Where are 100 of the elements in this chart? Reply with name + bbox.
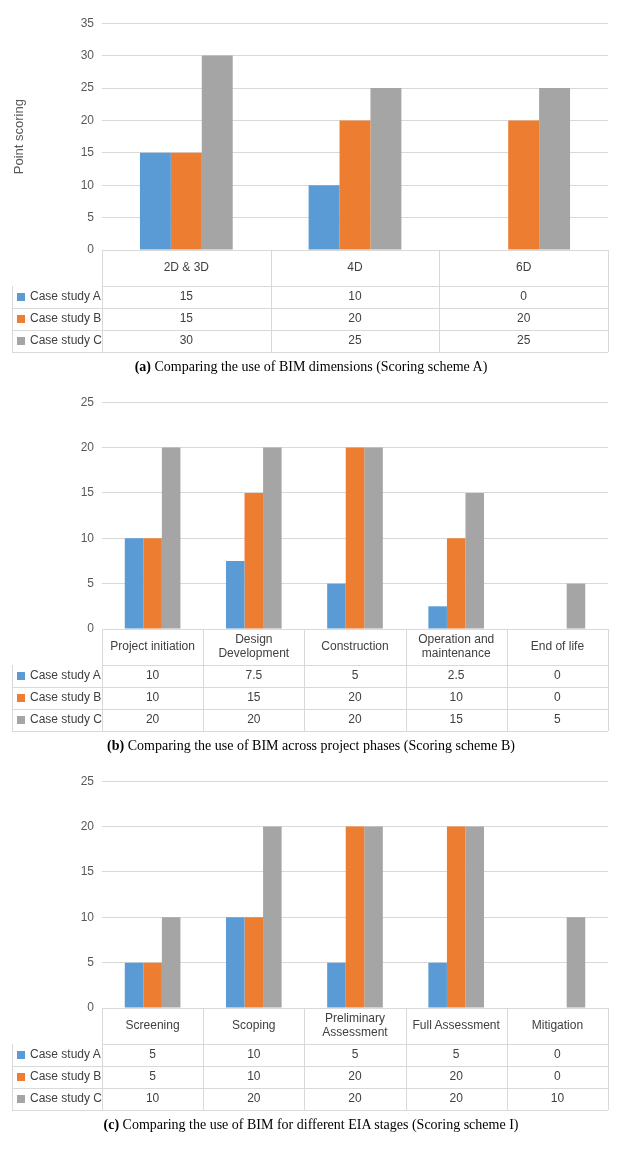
y-tick-label: 15: [80, 864, 95, 879]
x-tick-label: Project initiation: [110, 639, 195, 654]
y-tick-label: 20: [80, 112, 95, 127]
data-label: 2.5: [447, 668, 465, 683]
y-tick-label: 10: [80, 909, 95, 924]
bar: [364, 826, 383, 1008]
bar: [446, 538, 466, 629]
bar: [143, 962, 162, 1008]
y-axis-title: Point scoring: [11, 99, 27, 175]
data-label: 15: [179, 289, 194, 304]
x-tick-label: 2D & 3D: [163, 260, 210, 275]
data-label: 10: [247, 1047, 261, 1062]
y-tick-label: 0: [87, 242, 95, 257]
x-tick-label: Operation and maintenance: [418, 632, 495, 661]
data-label: 0: [554, 1047, 562, 1062]
data-label: 20: [348, 690, 362, 705]
data-label: 5: [554, 712, 562, 727]
data-label: 10: [348, 289, 362, 304]
data-label: 20: [145, 712, 160, 727]
x-tick-label: Design Development: [218, 632, 290, 661]
bar: [161, 917, 181, 1008]
bar: [263, 826, 282, 1008]
data-label: 10: [145, 690, 160, 705]
bar: [428, 606, 447, 629]
data-label: 5: [149, 1047, 157, 1062]
data-label: 5: [149, 1069, 157, 1084]
y-tick-label: 0: [87, 1000, 95, 1015]
bar: [143, 538, 162, 629]
data-label: 5: [351, 668, 359, 683]
bar: [161, 447, 181, 629]
data-label: 20: [348, 1069, 362, 1084]
x-tick-label: Construction: [321, 639, 389, 654]
data-label: 20: [247, 712, 261, 727]
y-tick-label: 30: [80, 47, 95, 62]
y-tick-label: 10: [80, 177, 95, 192]
bar: [139, 152, 171, 250]
y-tick-label: 25: [80, 394, 95, 409]
bar: [225, 560, 245, 629]
y-tick-label: 15: [80, 485, 95, 500]
data-label: 15: [449, 712, 464, 727]
bar: [465, 826, 485, 1008]
y-tick-label: 5: [87, 954, 95, 969]
bar: [244, 917, 264, 1008]
bar: [428, 962, 447, 1008]
data-label: 5: [351, 1047, 359, 1062]
legend-label: Case study A: [30, 289, 101, 304]
x-tick-label: Full Assessment: [412, 1018, 501, 1033]
bar: [339, 120, 371, 250]
data-label: 20: [348, 712, 362, 727]
x-tick-label: Scoping: [232, 1018, 276, 1033]
legend-label: Case study A: [30, 668, 101, 683]
legend-label: Case study C: [30, 712, 103, 727]
data-label: 0: [554, 690, 562, 705]
data-label: 25: [348, 333, 362, 348]
bar: [446, 826, 466, 1008]
legend-label: Case study A: [30, 1047, 101, 1062]
bar: [327, 962, 346, 1008]
bar: [508, 120, 540, 250]
text: (b) Comparing the use of BIM across project phases (Scoring scheme B): [107, 738, 515, 753]
data-label: 20: [516, 311, 531, 326]
y-tick-label: 35: [80, 15, 95, 30]
y-tick-label: 20: [80, 439, 95, 454]
data-label: 0: [554, 668, 562, 683]
bar: [364, 447, 383, 629]
bar: [327, 583, 346, 629]
x-tick-label: 6D: [515, 260, 532, 275]
legend-label: Case study B: [30, 690, 102, 705]
data-label: 30: [179, 333, 194, 348]
bar: [263, 447, 282, 629]
x-tick-label: Preliminary Assessment: [322, 1011, 389, 1040]
legend-label: Case study C: [30, 1091, 103, 1106]
y-tick-label: 25: [80, 773, 95, 788]
data-label: 20: [247, 1091, 261, 1106]
bar: [345, 826, 365, 1008]
data-label: 10: [145, 668, 160, 683]
data-label: 20: [449, 1091, 464, 1106]
y-tick-label: 20: [80, 818, 95, 833]
bar: [225, 917, 245, 1008]
legend-label: Case study C: [30, 333, 103, 348]
y-tick-label: 5: [87, 575, 95, 590]
x-tick-label: 4D: [347, 260, 363, 275]
data-label: 0: [554, 1069, 562, 1084]
legend-label: Case study B: [30, 311, 102, 326]
bar: [308, 185, 340, 250]
x-tick-label: End of life: [530, 639, 585, 654]
data-label: 10: [247, 1069, 261, 1084]
data-label: 0: [520, 289, 528, 304]
bar: [345, 447, 365, 629]
text: (c) Comparing the use of BIM for different EIA stages (Scoring scheme I): [103, 1117, 519, 1132]
bar: [465, 492, 485, 629]
bar: [539, 88, 571, 250]
x-tick-label: Screening: [125, 1018, 180, 1033]
y-tick-label: 5: [87, 209, 95, 224]
data-label: 5: [452, 1047, 460, 1062]
text: (a) Comparing the use of BIM dimensions (Scoring scheme A): [134, 359, 488, 374]
bar: [170, 152, 202, 250]
data-label: 7.5: [245, 668, 263, 683]
data-label: 25: [516, 333, 531, 348]
y-tick-label: 15: [80, 145, 95, 160]
legend-label: Case study B: [30, 1069, 102, 1084]
